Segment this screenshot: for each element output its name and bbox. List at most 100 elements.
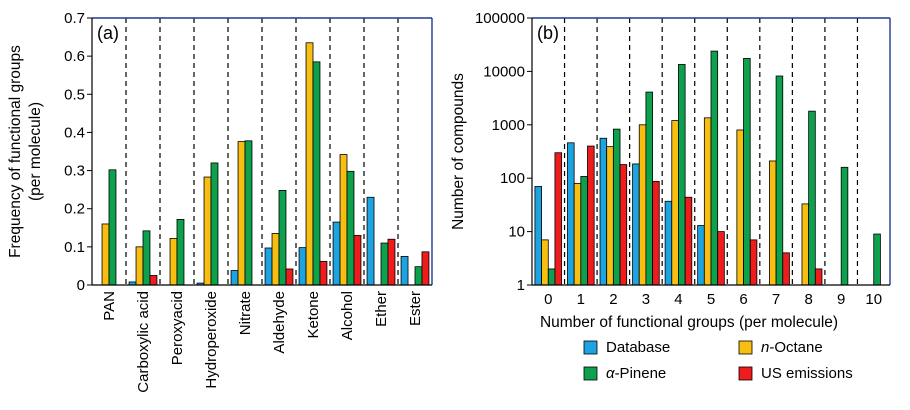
x-tick-label: Aldehyde xyxy=(271,291,288,354)
x-tick-label: Alcohol xyxy=(339,291,356,340)
bar-n-octane-5 xyxy=(703,117,712,286)
y-tick-label: 0 xyxy=(77,277,85,294)
y-axis-label: Frequency of functional groups xyxy=(7,45,24,258)
legend-label-prefix: n xyxy=(761,339,769,356)
y-tick-label: 100000 xyxy=(475,10,525,27)
legend-swatch-us-emissions xyxy=(738,366,753,381)
y-axis-label-line2: (per molecule) xyxy=(27,102,44,201)
x-tick-label: 1 xyxy=(577,291,585,308)
bar-n-octane-1 xyxy=(573,182,582,286)
bar--pinene-1 xyxy=(580,176,588,286)
y-tick-label: 0.6 xyxy=(64,48,85,65)
bar-database-9 xyxy=(400,255,409,286)
bar-us-emissions-0 xyxy=(554,152,563,286)
bar--pinene-6 xyxy=(312,61,321,286)
bar-n-octane-6 xyxy=(305,42,314,286)
bar-us-emissions-5 xyxy=(285,268,294,286)
bar-n-octane-8 xyxy=(801,203,810,286)
bar-n-octane-4 xyxy=(237,141,246,286)
bar-us-emissions-5 xyxy=(717,231,725,286)
bar--pinene-8 xyxy=(380,242,389,286)
bar-n-octane-5 xyxy=(271,233,280,286)
panel-b: 1 10 100 1000 10000 100000 0 1 2 3 4 5 6 7 8 9 10 (b) Numb… xyxy=(450,10,891,331)
panel-label: (a) xyxy=(97,23,119,43)
bar-us-emissions-9 xyxy=(421,251,430,286)
bar-database-3 xyxy=(632,163,640,286)
x-tick-label: Ester xyxy=(407,291,424,326)
y-tick-label: 100 xyxy=(500,170,525,187)
x-tick-label: 8 xyxy=(804,291,812,308)
legend-label-database: Database xyxy=(606,339,670,356)
bar-us-emissions-1 xyxy=(587,145,595,286)
x-tick-label: 0 xyxy=(544,291,552,308)
bar--pinene-7 xyxy=(346,170,355,286)
bar-us-emissions-8 xyxy=(814,268,823,286)
bar--pinene-6 xyxy=(743,58,751,286)
legend-label-text: Database xyxy=(606,339,670,356)
bar-n-octane-7 xyxy=(769,160,777,286)
legend-swatch-n-octane xyxy=(738,340,753,355)
y-tick-label: 10000 xyxy=(483,63,525,80)
bar-us-emissions-2 xyxy=(619,164,628,286)
bar-us-emissions-6 xyxy=(749,239,758,286)
bar-n-octane-7 xyxy=(339,154,348,286)
legend-swatch-pinene xyxy=(583,366,598,381)
x-axis-label: Number of functional groups (per molecul… xyxy=(540,314,838,331)
bar-us-emissions-7 xyxy=(353,235,362,286)
bar--pinene-2 xyxy=(176,218,185,286)
y-tick-label: 0.2 xyxy=(64,201,85,218)
x-tick-label: 2 xyxy=(609,291,617,308)
bar--pinene-2 xyxy=(612,128,621,286)
x-tick-label: Peroxyacid xyxy=(169,291,186,365)
bar--pinene-5 xyxy=(278,190,287,286)
x-tick-label: 4 xyxy=(674,291,682,308)
y-tick-label: 0.7 xyxy=(64,10,85,27)
x-tick-label: PAN xyxy=(101,291,118,321)
bar--pinene-7 xyxy=(775,75,784,286)
y-tick-label: 0.1 xyxy=(64,239,85,256)
x-tick-label: Nitrate xyxy=(237,291,254,335)
bar--pinene-0 xyxy=(547,268,556,286)
legend-label-n-octane: n-Octane xyxy=(761,339,823,356)
x-tick-label: 6 xyxy=(739,291,747,308)
bar-us-emissions-4 xyxy=(684,196,693,286)
bar-us-emissions-6 xyxy=(319,260,328,286)
legend-label-text: -Pinene xyxy=(615,365,667,382)
bar-database-4 xyxy=(664,200,673,286)
x-tick-label: Hydroperoxide xyxy=(203,291,220,389)
bar--pinene-8 xyxy=(808,110,816,286)
panel-label: (b) xyxy=(537,23,559,43)
bar-us-emissions-3 xyxy=(652,181,660,286)
x-tick-label: 5 xyxy=(707,291,715,308)
bar--pinene-3 xyxy=(645,91,653,286)
bar-database-4 xyxy=(230,270,239,286)
bar--pinene-9 xyxy=(840,166,849,286)
bar-us-emissions-1 xyxy=(149,275,158,286)
x-tick-label: 10 xyxy=(865,291,882,308)
legend: Database n-Octane α-Pinene US emissions xyxy=(583,339,853,382)
bar-n-octane-3 xyxy=(203,176,212,286)
bar-database-8 xyxy=(366,196,375,286)
bar--pinene-0 xyxy=(108,169,117,286)
bar--pinene-1 xyxy=(142,230,151,286)
bar-n-octane-2 xyxy=(606,146,614,286)
bar-database-2 xyxy=(599,137,608,286)
bar-n-octane-4 xyxy=(671,120,679,286)
bar-database-0 xyxy=(534,186,543,286)
x-tick-label: Ether xyxy=(373,291,390,327)
bar-n-octane-3 xyxy=(638,124,647,286)
bar-n-octane-0 xyxy=(101,223,110,286)
bar-n-octane-6 xyxy=(736,129,744,286)
x-tick-label: 3 xyxy=(642,291,650,308)
y-tick-label: 0.3 xyxy=(64,163,85,180)
y-tick-label: 1 xyxy=(517,277,525,294)
y-tick-label: 10 xyxy=(508,224,525,241)
bar-n-octane-0 xyxy=(541,239,549,286)
legend-label-text: -Octane xyxy=(769,339,822,356)
bar-database-1 xyxy=(567,142,575,286)
legend-label-text: US emissions xyxy=(761,365,853,382)
bar-database-5 xyxy=(697,225,705,286)
y-tick-label: 0.4 xyxy=(64,124,85,141)
bar--pinene-10 xyxy=(873,233,881,286)
